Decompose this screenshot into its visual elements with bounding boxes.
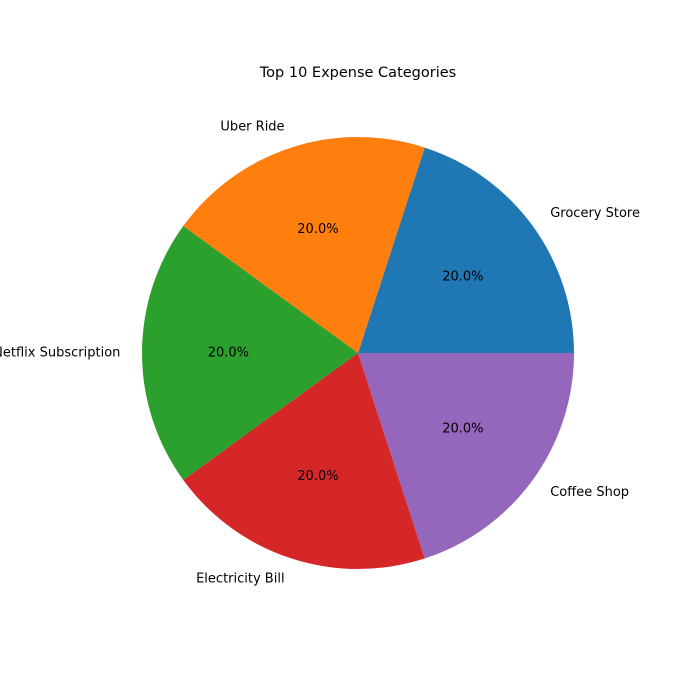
pie-slice-uber-ride — [183, 136, 425, 353]
slice-label-uber-ride: Uber Ride — [220, 120, 284, 135]
slice-label-netflix-subscription: Netflix Subscription — [0, 346, 120, 361]
pct-label-netflix-subscription: 20.0% — [208, 346, 249, 361]
slice-label-coffee-shop: Coffee Shop — [550, 485, 629, 500]
pct-label-coffee-shop: 20.0% — [442, 422, 483, 437]
pct-label-grocery-store: 20.0% — [442, 269, 483, 284]
slice-label-grocery-store: Grocery Store — [550, 206, 640, 221]
pie-slices — [142, 136, 574, 569]
pct-label-electricity-bill: 20.0% — [297, 469, 338, 484]
pie-labels: Grocery Store 20.0% Uber Ride 20.0% Netflix … — [0, 120, 640, 587]
pie-slice-grocery-store — [358, 147, 574, 353]
pie-slice-coffee-shop — [358, 353, 574, 559]
slice-label-electricity-bill: Electricity Bill — [196, 571, 284, 586]
pct-label-uber-ride: 20.0% — [297, 222, 338, 237]
pie-slice-electricity-bill — [183, 353, 425, 569]
pie-slice-netflix-subscription — [142, 226, 358, 480]
chart-title: Top 10 Expense Categories — [259, 65, 456, 81]
